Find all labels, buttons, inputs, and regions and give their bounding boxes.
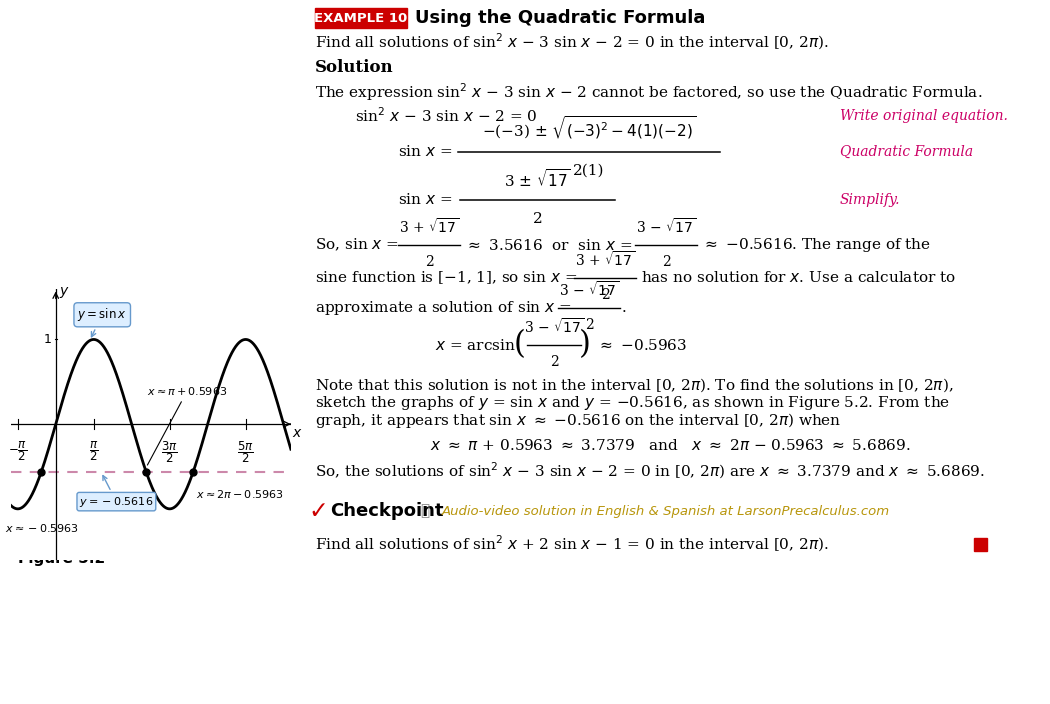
Text: sin$^2$ $x$ $-$ 3 sin $x$ $-$ 2 = 0: sin$^2$ $x$ $-$ 3 sin $x$ $-$ 2 = 0 [355,106,538,125]
Bar [974,538,987,551]
Text: Simplify.: Simplify. [840,193,901,207]
Text: 2: 2 [585,318,593,332]
Text: sin $x$ =: sin $x$ = [398,144,452,160]
Text: Checkpoint: Checkpoint [330,502,443,520]
Text: $x \approx \pi + 0.5963$: $x \approx \pi + 0.5963$ [147,384,228,465]
Text: 1: 1 [43,333,51,346]
Text: 3 $-$ $\sqrt{17}$: 3 $-$ $\sqrt{17}$ [559,280,620,299]
Text: 🔊: 🔊 [420,503,429,519]
Text: 2: 2 [424,255,434,269]
Text: 2: 2 [601,288,609,302]
Text: 2(1): 2(1) [573,164,605,178]
Text: approximate a solution of sin $x$ =: approximate a solution of sin $x$ = [315,299,571,317]
Text: The expression sin$^2$ $x$ $-$ 3 sin $x$ $-$ 2 cannot be factored, so use the Qu: The expression sin$^2$ $x$ $-$ 3 sin $x$… [315,81,983,103]
Text: $x$ $\approx$ $\pi$ + 0.5963 $\approx$ 3.7379   and   $x$ $\approx$ 2$\pi$ $-$ 0: $x$ $\approx$ $\pi$ + 0.5963 $\approx$ 3… [430,437,910,453]
Text: sin $x$ =: sin $x$ = [398,192,452,208]
Text: So, the solutions of sin$^2$ $x$ $-$ 3 sin $x$ $-$ 2 = 0 in [0, 2$\pi$) are $x$ : So, the solutions of sin$^2$ $x$ $-$ 3 s… [315,461,985,482]
Text: (: ( [514,329,526,360]
Text: ): ) [579,329,591,360]
Text: .: . [622,301,627,315]
Text: EXAMPLE 10: EXAMPLE 10 [314,11,407,25]
Bar [315,8,407,28]
Text: ✓: ✓ [308,499,328,523]
Text: $\approx$ $-$0.5616. The range of the: $\approx$ $-$0.5616. The range of the [702,236,931,254]
Text: Write original equation.: Write original equation. [840,109,1008,123]
Text: $x \approx 2\pi - 0.5963$: $x \approx 2\pi - 0.5963$ [195,488,282,500]
Text: $y$: $y$ [59,285,69,301]
Text: 3 $-$ $\sqrt{17}$: 3 $-$ $\sqrt{17}$ [636,217,696,236]
Text: 3 + $\sqrt{17}$: 3 + $\sqrt{17}$ [575,250,635,269]
Text: Audio-video solution in English & Spanish at LarsonPrecalculus.com: Audio-video solution in English & Spanis… [442,505,890,517]
Text: Quadratic Formula: Quadratic Formula [840,145,973,159]
Text: $x$: $x$ [292,426,302,439]
Text: 3 $\pm$ $\sqrt{17}$: 3 $\pm$ $\sqrt{17}$ [504,168,571,190]
Text: 3 + $\sqrt{17}$: 3 + $\sqrt{17}$ [399,217,459,236]
Text: $y = \sin x$: $y = \sin x$ [78,306,127,337]
Text: $-\dfrac{\pi}{2}$: $-\dfrac{\pi}{2}$ [8,439,27,463]
Text: graph, it appears that sin $x$ $\approx$ $-$0.5616 on the interval [0, 2$\pi$) w: graph, it appears that sin $x$ $\approx$… [315,412,841,431]
Text: sketch the graphs of $y$ = sin $x$ and $y$ = $-$0.5616, as shown in Figure 5.2. : sketch the graphs of $y$ = sin $x$ and $… [315,394,950,412]
Text: 2: 2 [532,212,543,226]
Text: $y = -0.5616$: $y = -0.5616$ [79,476,153,508]
Text: 2: 2 [662,255,670,269]
Text: $-$($-$3) $\pm$ $\sqrt{(-3)^2 - 4(1)(-2)}$: $-$($-$3) $\pm$ $\sqrt{(-3)^2 - 4(1)(-2)… [482,115,696,142]
Text: $\approx$ $-$0.5963: $\approx$ $-$0.5963 [597,337,687,353]
Text: Using the Quadratic Formula: Using the Quadratic Formula [415,9,706,27]
Text: 3 $-$ $\sqrt{17}$: 3 $-$ $\sqrt{17}$ [524,317,584,336]
Text: Find all solutions of sin$^2$ $x$ $-$ 3 sin $x$ $-$ 2 = 0 in the interval [0, 2$: Find all solutions of sin$^2$ $x$ $-$ 3 … [315,32,828,52]
Text: sine function is [$-$1, 1], so sin $x$ =: sine function is [$-$1, 1], so sin $x$ = [315,270,578,287]
Text: $\dfrac{3\pi}{2}$: $\dfrac{3\pi}{2}$ [162,439,178,465]
Text: Find all solutions of sin$^2$ $x$ + 2 sin $x$ $-$ 1 = 0 in the interval [0, 2$\p: Find all solutions of sin$^2$ $x$ + 2 si… [315,534,828,554]
Text: Note that this solution is not in the interval [0, 2$\pi$). To find the solution: Note that this solution is not in the in… [315,376,953,394]
Text: has no solution for $x$. Use a calculator to: has no solution for $x$. Use a calculato… [640,270,956,286]
Text: $x \approx -0.5963$: $x \approx -0.5963$ [4,522,78,534]
Text: 2: 2 [549,355,559,369]
Text: Figure 5.2: Figure 5.2 [18,551,105,565]
Text: $\dfrac{\pi}{2}$: $\dfrac{\pi}{2}$ [89,439,99,463]
Text: $x$ = arcsin: $x$ = arcsin [435,337,516,353]
Text: $\approx$ 3.5616  or  sin $x$ =: $\approx$ 3.5616 or sin $x$ = [465,237,632,253]
Text: So, sin $x$ =: So, sin $x$ = [315,237,399,253]
Text: Solution: Solution [315,60,394,77]
Text: $\dfrac{5\pi}{2}$: $\dfrac{5\pi}{2}$ [237,439,254,465]
